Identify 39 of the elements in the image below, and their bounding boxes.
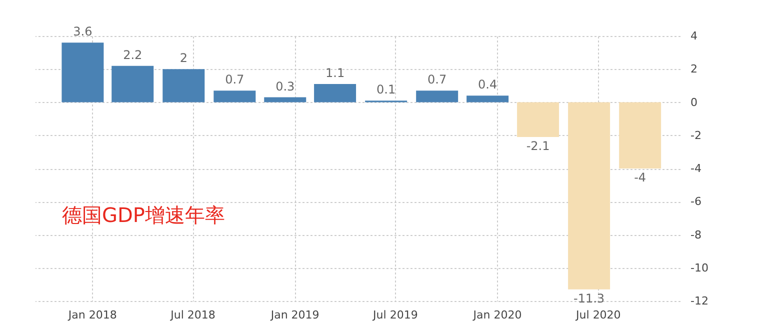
bar: [466, 96, 509, 102]
data-label: 2: [180, 51, 188, 66]
y-tick-label: -12: [690, 294, 708, 308]
y-tick-label: -8: [690, 228, 702, 242]
y-tick-label: 2: [690, 62, 698, 76]
y-tick-label: -2: [690, 128, 702, 142]
x-tick-label: Jan 2018: [67, 308, 117, 322]
x-tick-label: Jan 2020: [472, 308, 522, 322]
data-label: 0.1: [376, 82, 396, 97]
x-tick-label: Jul 2020: [575, 308, 621, 322]
x-tick-label: Jul 2019: [372, 308, 418, 322]
y-tick-label: -6: [690, 195, 702, 208]
annotation: 德国GDP增速年率: [62, 202, 225, 229]
bar: [619, 102, 662, 168]
bar: [314, 84, 356, 102]
data-label: 1.1: [325, 66, 345, 80]
bar: [162, 69, 205, 102]
y-tick-label: -10: [690, 261, 708, 274]
data-label: -4: [634, 170, 646, 184]
data-label: 0.4: [478, 78, 498, 92]
bar: [214, 90, 256, 102]
data-label: -2.1: [526, 139, 550, 154]
bar: [517, 102, 560, 138]
y-tick-label: 4: [690, 30, 698, 42]
y-tick-label: -4: [690, 162, 702, 175]
data-label: 0.3: [276, 79, 295, 94]
x-tick-label: Jan 2019: [270, 308, 320, 322]
data-label: 3.6: [73, 24, 92, 39]
data-label: -11.3: [574, 291, 605, 306]
bar: [62, 42, 104, 102]
x-tick-label: Jul 2018: [170, 308, 216, 322]
bar: [264, 97, 306, 102]
bar: [416, 90, 458, 102]
bar: [568, 102, 610, 290]
data-label: 0.7: [225, 72, 244, 87]
y-tick-label: 0: [690, 96, 698, 109]
data-label: 2.2: [123, 48, 142, 62]
bar: [112, 66, 154, 102]
data-label: 0.7: [428, 72, 447, 87]
